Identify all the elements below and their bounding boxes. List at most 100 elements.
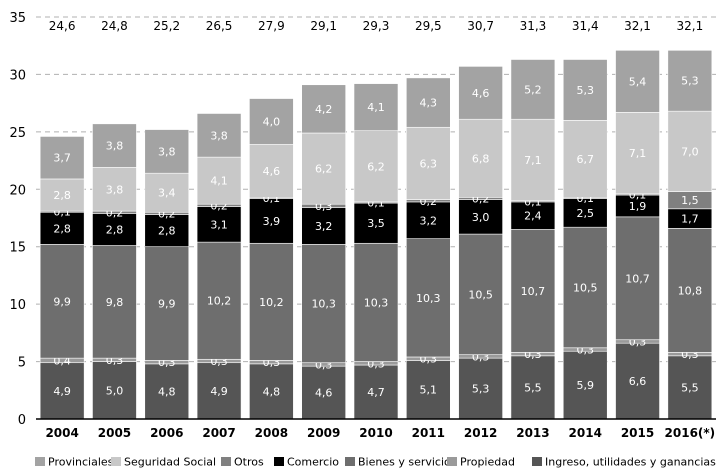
bar-segment — [458, 66, 503, 120]
bar-segment — [249, 363, 294, 420]
bar-segment — [249, 144, 294, 198]
x-tick-label: 2009 — [307, 426, 340, 440]
segment-value-label: 4,6 — [472, 87, 490, 100]
segment-value-label: 10,7 — [625, 272, 650, 285]
legend-label: Provinciales — [48, 456, 114, 468]
segment-value-label: 2,4 — [524, 210, 542, 223]
segment-value-label: 7,0 — [681, 145, 699, 158]
segment-value-label: 9,9 — [158, 298, 176, 311]
total-value-label: 32,1 — [676, 19, 703, 33]
segment-value-label: 10,8 — [678, 284, 703, 297]
bar-segment — [39, 211, 85, 245]
segment-value-label: 4,9 — [210, 385, 228, 398]
legend-label: Otros — [234, 456, 264, 468]
x-tick-label: 2008 — [255, 426, 288, 440]
total-value-label: 29,5 — [415, 19, 442, 33]
bar-segment — [615, 216, 660, 341]
x-tick-label: 2005 — [98, 426, 131, 440]
segment-value-label: 6,2 — [315, 163, 333, 176]
bar-segment — [615, 342, 660, 420]
bar-segment — [301, 132, 346, 205]
bar-segment — [667, 228, 713, 353]
bar-segment — [196, 241, 242, 360]
legend-swatch — [35, 457, 45, 466]
bar-segment — [667, 110, 713, 192]
segment-value-label: 3,1 — [210, 218, 228, 231]
bar-segment — [562, 59, 608, 121]
segment-value-label: 7,1 — [524, 154, 542, 167]
bar-segment — [510, 229, 556, 353]
bar-segment — [458, 233, 503, 355]
total-value-label: 29,3 — [363, 19, 390, 33]
bar-segment — [92, 361, 137, 420]
segment-value-label: 4,0 — [263, 116, 281, 129]
x-tick-label: 2013 — [516, 426, 549, 440]
segment-value-label: 4,2 — [315, 103, 333, 116]
segment-value-label: 9,8 — [106, 296, 124, 309]
segment-value-label: 3,4 — [158, 187, 176, 200]
segment-value-label: 10,5 — [573, 281, 598, 294]
segment-value-label: 3,2 — [420, 214, 438, 227]
total-value-label: 30,7 — [467, 19, 494, 33]
legend-label: Comercio — [287, 456, 339, 468]
total-value-label: 31,4 — [572, 19, 599, 33]
segment-value-label: 4,1 — [367, 101, 385, 114]
segment-value-label: 2,8 — [106, 223, 124, 236]
bars: 4,90,49,92,80,12,83,75,00,39,82,80,23,83… — [39, 50, 713, 420]
legend-swatch — [345, 457, 355, 466]
bar-segment — [458, 199, 503, 235]
bar-segment — [562, 226, 608, 349]
segment-value-label: 5,3 — [472, 383, 490, 396]
segment-value-label: 3,8 — [106, 183, 124, 196]
bar-segment — [353, 130, 399, 203]
segment-value-label: 10,3 — [311, 298, 336, 311]
segment-value-label: 10,7 — [521, 285, 546, 298]
x-tick-label: 2016(*) — [665, 426, 716, 440]
segment-value-label: 1,9 — [629, 200, 647, 213]
bar-segment — [92, 213, 137, 246]
segment-value-label: 4,9 — [53, 385, 71, 398]
y-tick-label: 0 — [18, 413, 26, 428]
legend-swatch — [447, 457, 457, 466]
bar-segment — [406, 238, 451, 358]
segment-value-label: 5,0 — [106, 384, 124, 397]
segment-value-label: 10,2 — [259, 296, 284, 309]
legend-label: Propiedad — [460, 456, 515, 468]
segment-value-label: 3,0 — [472, 211, 490, 224]
y-tick-label: 25 — [9, 126, 26, 141]
segment-value-label: 3,5 — [367, 217, 385, 230]
y-tick-label: 10 — [9, 298, 26, 313]
legend-label: Seguridad Social — [124, 456, 216, 468]
x-tick-label: 2007 — [202, 426, 235, 440]
y-axis: 0 5 10 15 20 25 30 35 — [9, 11, 26, 428]
bar-segment — [458, 118, 503, 198]
bar-segment — [353, 242, 399, 362]
legend-swatch — [532, 457, 542, 466]
bar-segment — [301, 244, 346, 364]
legend-label: Ingreso, utilidades y ganancias — [545, 456, 716, 468]
segment-value-label: 1,5 — [681, 194, 699, 207]
bar-segment — [196, 113, 242, 158]
legend-swatch — [221, 457, 231, 466]
y-tick-label: 30 — [9, 68, 26, 83]
segment-value-label: 1,7 — [681, 213, 699, 226]
x-tick-label: 2011 — [412, 426, 445, 440]
legend-swatch — [274, 457, 284, 466]
bar-segment — [458, 357, 503, 420]
total-value-label: 32,1 — [624, 19, 651, 33]
segment-value-label: 6,6 — [629, 375, 647, 388]
bar-segment — [92, 167, 137, 212]
total-value-label: 24,8 — [101, 19, 128, 33]
bar-segment — [249, 242, 294, 361]
segment-value-label: 6,8 — [472, 152, 490, 165]
bar-segment — [39, 244, 85, 359]
legend-label: Bienes y servicios — [358, 456, 457, 468]
y-tick-label: 20 — [9, 183, 26, 198]
x-tick-label: 2004 — [45, 426, 78, 440]
segment-value-label: 9,9 — [53, 295, 71, 308]
segment-value-label: 4,6 — [315, 387, 333, 400]
bar-segment — [510, 118, 556, 202]
total-labels: 24,6 24,8 25,2 26,5 27,9 29,1 29,3 29,5 30,7 31,3… — [49, 19, 703, 33]
segment-value-label: 5,3 — [681, 75, 699, 88]
x-axis: 2004 2005 2006 2007 2008 2009 2010 2011 2012 2013… — [36, 418, 716, 440]
